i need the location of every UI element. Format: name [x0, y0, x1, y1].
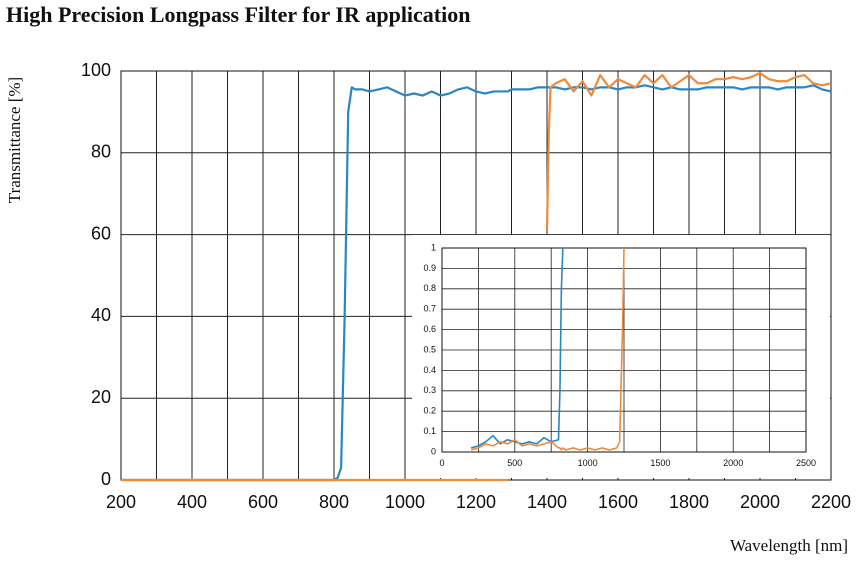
y-tick-label: 0.3	[423, 385, 436, 395]
y-tick-label: 0.8	[423, 283, 436, 293]
x-axis-label: Wavelength [nm]	[730, 536, 848, 555]
y-tick-label: 40	[91, 305, 111, 325]
y-tick-label: 0.6	[423, 324, 436, 334]
y-tick-label: 20	[91, 387, 111, 407]
x-tick-label: 1000	[578, 458, 598, 468]
data-line	[121, 71, 832, 482]
y-tick-label: 0.4	[423, 365, 436, 375]
x-tick-label: 1200	[456, 492, 496, 512]
x-tick-label: 1800	[669, 492, 709, 512]
data-line	[121, 84, 832, 482]
x-tick-label: 2200	[811, 492, 851, 512]
y-tick-label: 0.9	[423, 263, 436, 273]
x-tick-label: 800	[319, 492, 349, 512]
x-tick-label: 200	[106, 492, 136, 512]
data-line	[470, 247, 564, 449]
x-tick-label: 2000	[723, 458, 743, 468]
x-tick-label: 0	[439, 458, 444, 468]
x-tick-label: 2000	[740, 492, 780, 512]
y-tick-label: 0.5	[423, 344, 436, 354]
x-tick-label: 1500	[650, 458, 670, 468]
data-line	[470, 247, 625, 451]
y-tick-label: 0.2	[423, 406, 436, 416]
x-tick-label: 1000	[385, 492, 425, 512]
y-tick-label: 100	[81, 60, 111, 80]
y-tick-label: 0	[101, 469, 111, 489]
chart-title: High Precision Longpass Filter for IR ap…	[6, 2, 470, 27]
y-tick-label: 0.1	[423, 426, 436, 436]
inset-background	[412, 235, 830, 478]
y-tick-label: 1	[431, 242, 436, 252]
x-tick-label: 2500	[796, 458, 816, 468]
x-tick-label: 600	[248, 492, 278, 512]
x-tick-label: 1400	[527, 492, 567, 512]
y-axis-label: Transmittance [%]	[5, 77, 24, 203]
y-tick-label: 0	[431, 446, 436, 456]
y-tick-label: 80	[91, 142, 111, 162]
x-tick-label: 500	[507, 458, 522, 468]
y-tick-label: 0.7	[423, 304, 436, 314]
x-tick-label: 400	[177, 492, 207, 512]
y-tick-label: 60	[91, 223, 111, 243]
x-tick-label: 1600	[598, 492, 638, 512]
